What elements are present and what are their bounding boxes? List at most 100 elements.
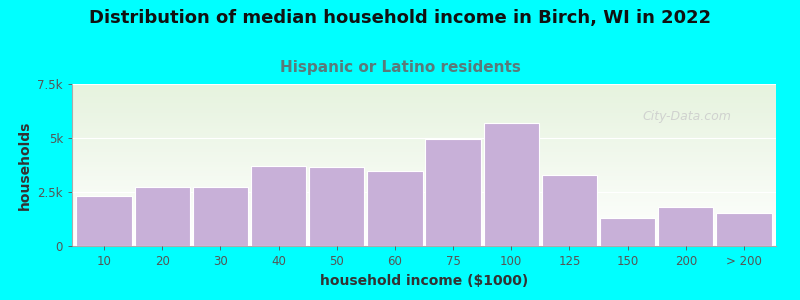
Bar — [72, 141, 776, 142]
Bar — [72, 193, 776, 194]
Bar — [72, 124, 776, 126]
Bar — [72, 165, 776, 166]
Bar — [72, 116, 776, 118]
Bar — [72, 152, 776, 154]
Bar — [72, 181, 776, 183]
Bar — [72, 199, 776, 201]
Bar — [72, 136, 776, 137]
Bar — [658, 207, 714, 246]
Bar — [72, 91, 776, 92]
Bar — [72, 162, 776, 164]
Bar — [134, 187, 190, 246]
Bar — [72, 239, 776, 241]
Bar — [72, 160, 776, 162]
Bar — [72, 112, 776, 113]
Bar — [72, 186, 776, 188]
Bar — [72, 178, 776, 180]
Bar — [72, 220, 776, 222]
Bar — [484, 123, 539, 246]
Bar — [72, 218, 776, 220]
Bar — [72, 172, 776, 173]
Bar — [72, 84, 776, 86]
Bar — [367, 172, 422, 246]
Bar — [72, 226, 776, 228]
Bar — [72, 149, 776, 150]
Bar — [72, 92, 776, 94]
Bar — [72, 188, 776, 189]
Bar — [426, 139, 481, 246]
Bar — [72, 189, 776, 191]
Bar — [72, 183, 776, 184]
Bar — [72, 154, 776, 155]
Bar — [72, 197, 776, 199]
Bar — [72, 167, 776, 168]
Bar — [72, 103, 776, 105]
Bar — [72, 102, 776, 103]
Bar — [72, 204, 776, 206]
Bar — [72, 223, 776, 225]
Bar — [72, 128, 776, 129]
Bar — [72, 176, 776, 178]
Bar — [72, 113, 776, 115]
Bar — [72, 144, 776, 146]
Text: Hispanic or Latino residents: Hispanic or Latino residents — [279, 60, 521, 75]
Bar — [72, 228, 776, 230]
Bar — [72, 241, 776, 243]
Bar — [72, 131, 776, 133]
Bar — [72, 142, 776, 144]
Bar — [72, 99, 776, 100]
Bar — [72, 201, 776, 202]
Text: Distribution of median household income in Birch, WI in 2022: Distribution of median household income … — [89, 9, 711, 27]
Bar — [72, 85, 776, 87]
Bar — [72, 191, 776, 193]
Bar — [72, 173, 776, 175]
Bar — [72, 115, 776, 116]
Bar — [600, 218, 655, 246]
Bar — [72, 170, 776, 172]
Bar — [72, 164, 776, 165]
Bar — [72, 105, 776, 107]
Bar — [72, 121, 776, 123]
Bar — [72, 120, 776, 121]
Bar — [72, 133, 776, 134]
Text: City-Data.com: City-Data.com — [642, 110, 731, 123]
Bar — [72, 209, 776, 210]
Bar — [72, 243, 776, 244]
Bar — [72, 202, 776, 204]
Bar — [72, 95, 776, 97]
Bar — [72, 150, 776, 152]
Bar — [72, 225, 776, 226]
Bar — [72, 94, 776, 95]
Bar — [72, 206, 776, 207]
Bar — [72, 230, 776, 231]
Bar — [76, 196, 132, 246]
Bar — [72, 236, 776, 238]
Bar — [72, 184, 776, 186]
Bar — [193, 187, 248, 246]
Bar — [72, 244, 776, 246]
Y-axis label: households: households — [18, 120, 32, 210]
Bar — [72, 212, 776, 214]
Bar — [716, 212, 772, 246]
Bar — [72, 235, 776, 236]
Bar — [72, 107, 776, 108]
Bar — [72, 97, 776, 99]
Bar — [72, 126, 776, 128]
Bar — [72, 168, 776, 170]
Bar — [72, 87, 776, 89]
Bar — [72, 231, 776, 233]
Bar — [72, 196, 776, 197]
Bar — [72, 207, 776, 209]
Bar — [72, 155, 776, 157]
Bar — [72, 222, 776, 223]
Bar — [309, 167, 364, 246]
Bar — [72, 137, 776, 139]
Bar — [72, 123, 776, 124]
Bar — [72, 147, 776, 149]
Bar — [72, 215, 776, 217]
Bar — [72, 217, 776, 218]
Bar — [72, 214, 776, 215]
Bar — [72, 118, 776, 120]
Bar — [72, 180, 776, 181]
Bar — [251, 166, 306, 246]
